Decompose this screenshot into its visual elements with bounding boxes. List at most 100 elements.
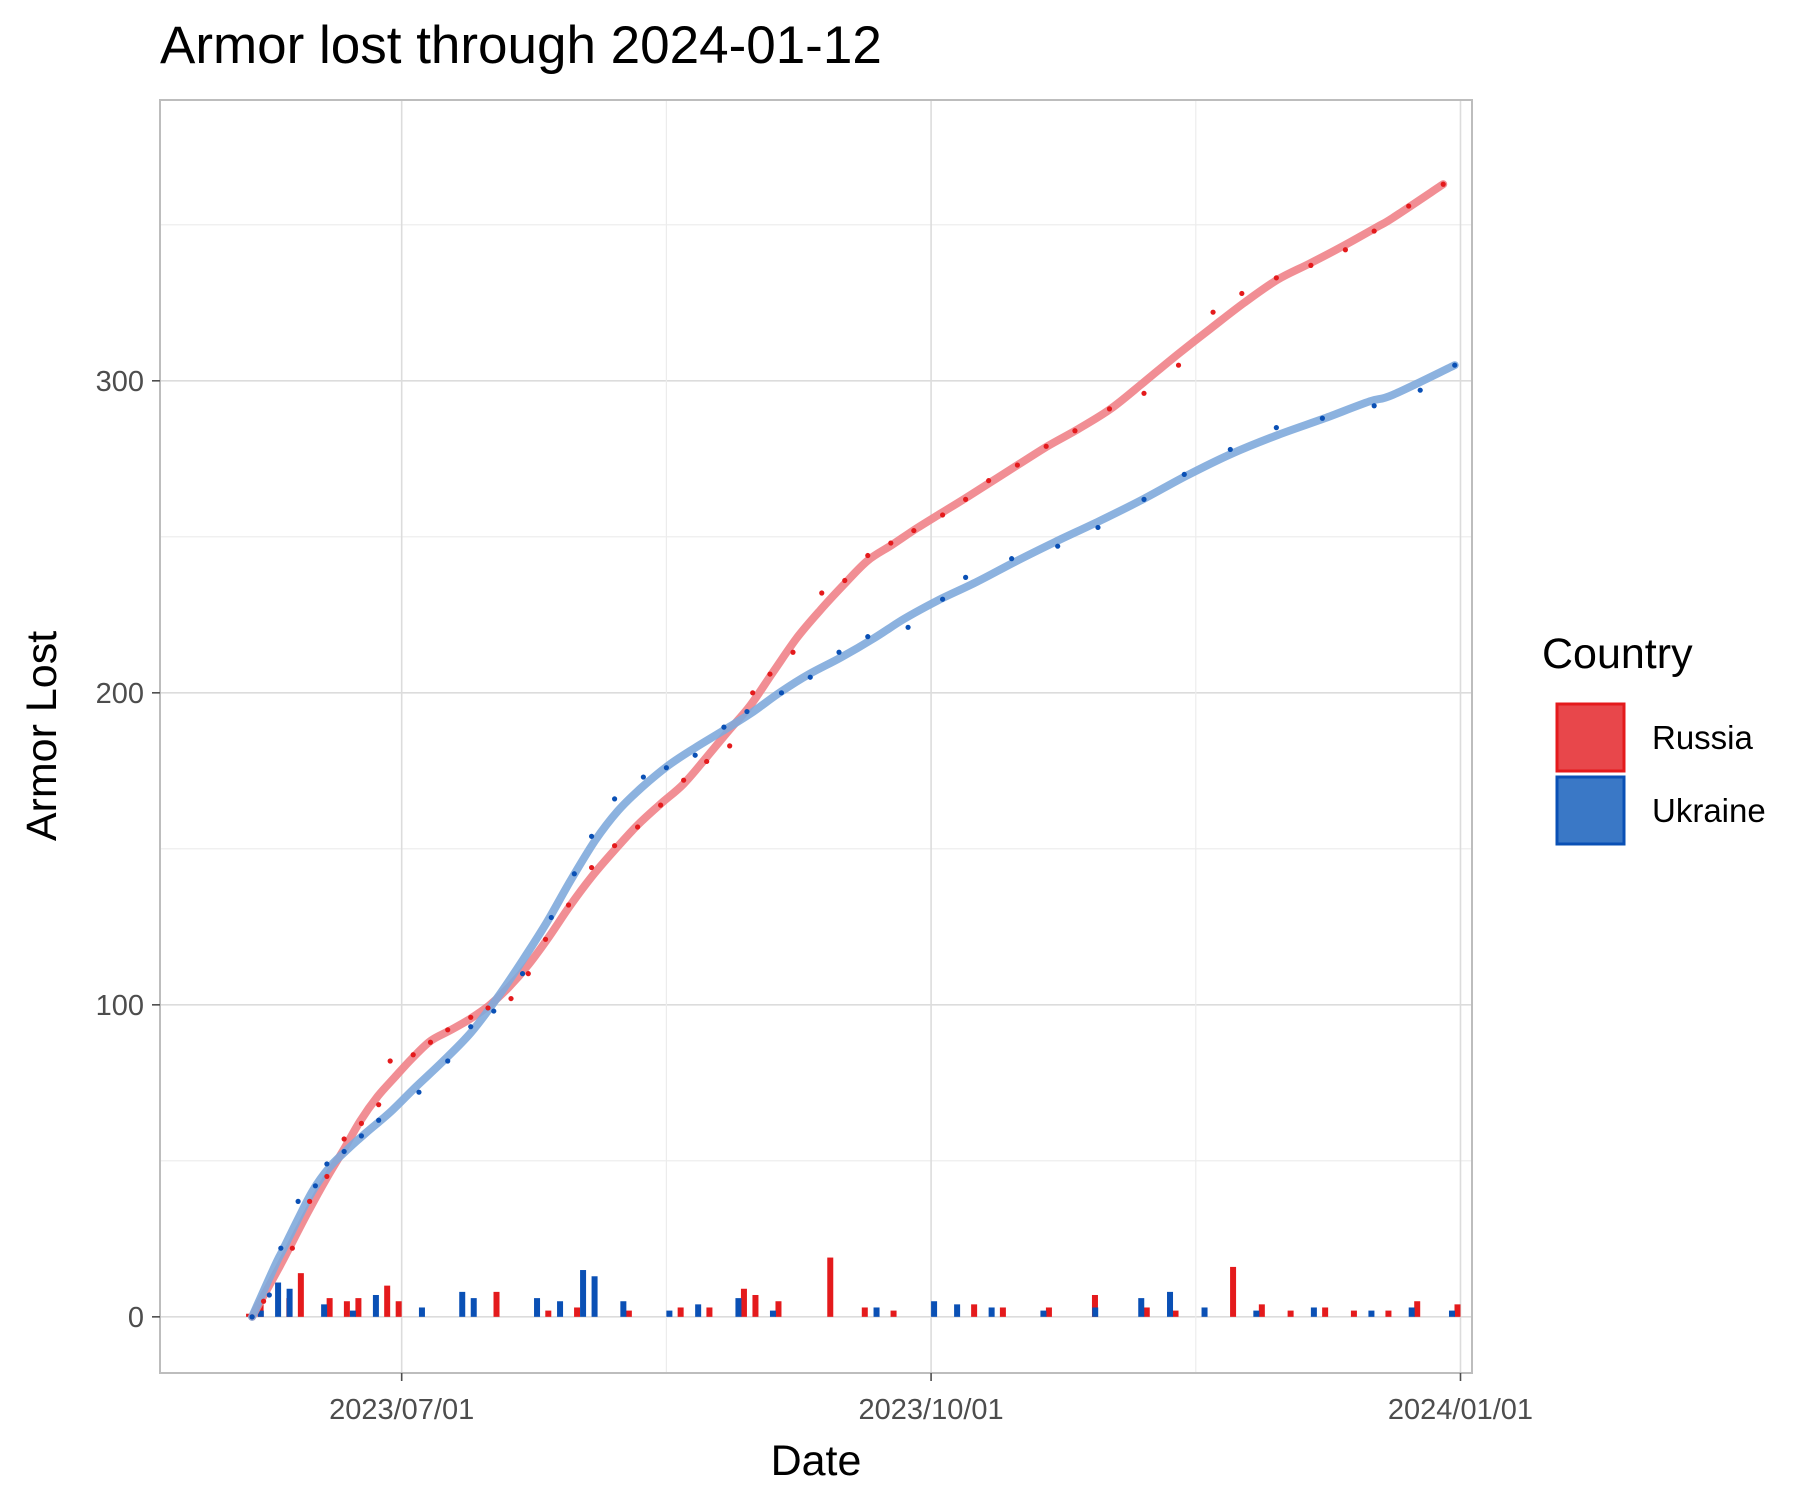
bar-ukraine bbox=[620, 1301, 627, 1317]
bar-russia bbox=[1143, 1307, 1150, 1317]
chart-title: Armor lost through 2024-01-12 bbox=[160, 16, 882, 75]
point-russia bbox=[1175, 362, 1182, 368]
point-ukraine bbox=[1227, 446, 1233, 453]
bar-russia bbox=[297, 1273, 304, 1317]
bar-ukraine bbox=[988, 1307, 995, 1317]
point-ukraine bbox=[721, 724, 727, 730]
bar-russia bbox=[326, 1298, 333, 1317]
point-ukraine bbox=[1273, 425, 1279, 431]
point-ukraine bbox=[836, 649, 842, 655]
x-tick-label: 2023/10/01 bbox=[859, 1394, 1004, 1426]
bar-russia bbox=[999, 1307, 1006, 1317]
point-russia bbox=[542, 936, 549, 942]
bar-russia bbox=[706, 1307, 713, 1317]
point-russia bbox=[410, 1052, 416, 1058]
point-russia bbox=[986, 478, 992, 484]
point-ukraine bbox=[416, 1089, 422, 1095]
point-russia bbox=[1342, 247, 1349, 253]
y-tick-label: 300 bbox=[96, 366, 144, 398]
point-russia bbox=[588, 864, 595, 871]
point-russia bbox=[1072, 428, 1078, 434]
point-russia bbox=[963, 496, 969, 502]
bar-russia bbox=[574, 1307, 581, 1317]
bar-ukraine bbox=[321, 1304, 328, 1317]
point-russia bbox=[324, 1173, 330, 1180]
bar-ukraine bbox=[1201, 1307, 1208, 1317]
point-russia bbox=[468, 1014, 474, 1020]
bar-russia bbox=[890, 1310, 897, 1317]
bar-ukraine bbox=[1368, 1310, 1375, 1317]
bar-ukraine bbox=[418, 1307, 425, 1317]
point-ukraine bbox=[939, 596, 946, 602]
bar-russia bbox=[343, 1301, 350, 1317]
point-ukraine bbox=[1055, 543, 1061, 549]
bar-ukraine bbox=[1040, 1310, 1047, 1317]
point-ukraine bbox=[1095, 524, 1101, 531]
point-russia bbox=[376, 1102, 382, 1108]
point-russia bbox=[445, 1027, 451, 1033]
bar-russia bbox=[1350, 1310, 1357, 1317]
point-ukraine bbox=[548, 914, 554, 921]
point-ukraine bbox=[571, 871, 577, 877]
point-ukraine bbox=[865, 634, 871, 640]
x-tick-label: 2023/07/01 bbox=[329, 1394, 474, 1426]
bar-russia bbox=[1045, 1307, 1052, 1317]
bar-ukraine bbox=[1448, 1310, 1455, 1317]
point-ukraine bbox=[278, 1245, 284, 1251]
bar-ukraine bbox=[470, 1298, 477, 1317]
point-russia bbox=[1406, 203, 1412, 209]
bar-ukraine bbox=[1167, 1291, 1174, 1317]
point-ukraine bbox=[519, 971, 526, 977]
bar-russia bbox=[971, 1304, 978, 1317]
bar-russia bbox=[1385, 1310, 1392, 1317]
point-russia bbox=[289, 1245, 295, 1251]
bar-russia bbox=[1258, 1304, 1265, 1317]
point-russia bbox=[427, 1039, 434, 1045]
bar-russia bbox=[1287, 1310, 1294, 1317]
point-russia bbox=[767, 671, 773, 677]
point-ukraine bbox=[358, 1133, 365, 1139]
x-axis-title: Date bbox=[771, 1437, 862, 1485]
legend: Country Russia Ukraine bbox=[1542, 630, 1766, 846]
point-russia bbox=[1308, 262, 1314, 268]
point-russia bbox=[635, 824, 641, 830]
bar-ukraine bbox=[873, 1307, 880, 1317]
point-ukraine bbox=[249, 1314, 255, 1320]
y-tick-label: 200 bbox=[96, 678, 144, 710]
point-ukraine bbox=[266, 1292, 272, 1298]
point-russia bbox=[911, 527, 917, 534]
bar-russia bbox=[395, 1301, 402, 1317]
point-russia bbox=[939, 512, 946, 518]
point-ukraine bbox=[1417, 387, 1423, 393]
bar-ukraine bbox=[954, 1304, 961, 1317]
bar-russia bbox=[775, 1301, 782, 1317]
point-russia bbox=[1273, 275, 1279, 281]
plot-area bbox=[159, 99, 1473, 1374]
point-ukraine bbox=[1371, 403, 1377, 409]
point-ukraine bbox=[1181, 471, 1187, 478]
point-ukraine bbox=[692, 752, 698, 758]
point-russia bbox=[358, 1120, 365, 1126]
point-russia bbox=[819, 590, 825, 596]
point-russia bbox=[727, 743, 733, 749]
point-russia bbox=[1371, 228, 1377, 234]
point-russia bbox=[565, 902, 572, 908]
point-russia bbox=[888, 540, 894, 546]
point-russia bbox=[611, 843, 618, 849]
plot-border bbox=[159, 99, 1473, 1374]
bar-ukraine bbox=[1310, 1307, 1317, 1317]
grid bbox=[160, 100, 1472, 1373]
bar-ukraine bbox=[735, 1298, 742, 1317]
bar-ukraine bbox=[459, 1291, 466, 1317]
bar-ukraine bbox=[257, 1310, 264, 1317]
point-ukraine bbox=[640, 774, 646, 780]
bar-ukraine bbox=[695, 1304, 702, 1317]
bar-russia bbox=[861, 1307, 868, 1317]
legend-key-russia bbox=[1555, 702, 1626, 773]
bar-russia bbox=[1091, 1294, 1098, 1317]
bar-ukraine bbox=[769, 1310, 776, 1317]
cumulative-points bbox=[249, 181, 1458, 1320]
point-russia bbox=[842, 577, 848, 584]
bar-ukraine bbox=[591, 1276, 598, 1317]
